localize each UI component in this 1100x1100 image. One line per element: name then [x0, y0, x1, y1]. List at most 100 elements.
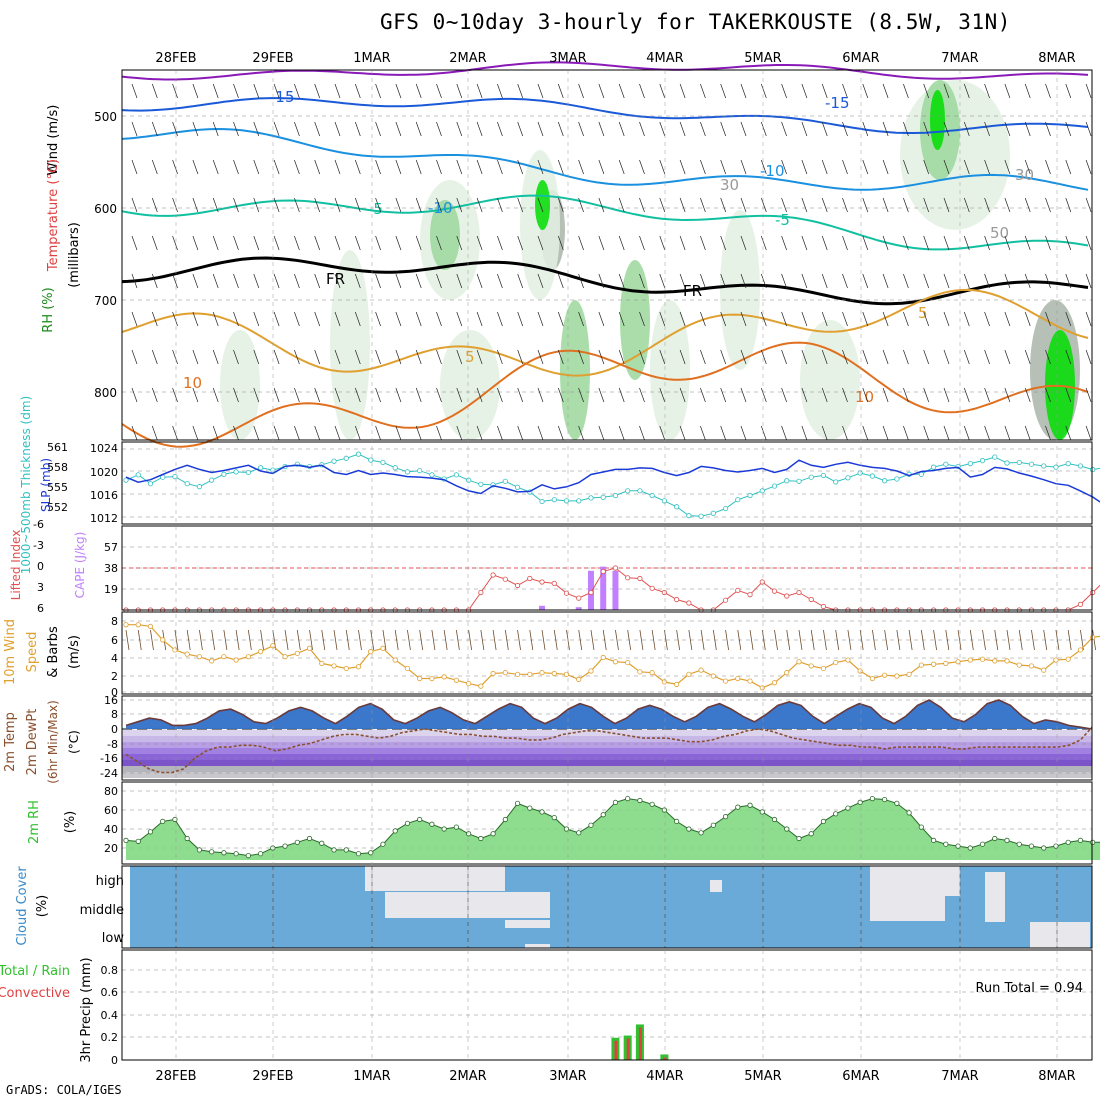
rh2m-point — [135, 838, 141, 844]
wind-barb — [740, 349, 747, 365]
wind-barb — [923, 121, 930, 137]
wind-barb — [862, 235, 869, 251]
wind-barb — [1085, 197, 1092, 213]
wind-speed-point — [233, 657, 239, 663]
rh2m-point — [1016, 841, 1022, 847]
wind-barb — [602, 629, 607, 651]
wind-barb — [578, 311, 584, 327]
wind-barb — [984, 197, 990, 213]
lifted-index-point — [661, 589, 667, 596]
wind-barb — [720, 121, 727, 137]
wind-barb — [598, 159, 605, 175]
wind-barb — [700, 629, 705, 651]
wind-barb — [923, 425, 930, 441]
li-tick-label: 6 — [37, 602, 44, 615]
precip-conv-bar — [614, 1040, 618, 1060]
contour-label: 10 — [183, 374, 202, 392]
wind-barb — [151, 83, 158, 99]
wind-speed-point — [820, 665, 827, 672]
wind-barb — [233, 197, 239, 213]
date-label-bottom: 29FEB — [252, 1069, 293, 1084]
temp-label1: 2m Temp — [3, 712, 18, 772]
thickness-point — [930, 464, 937, 470]
rh-contour-shade — [1045, 330, 1075, 440]
wind-barb — [963, 121, 970, 137]
wind-speed-point — [588, 668, 594, 674]
wind-barb — [801, 121, 808, 137]
wind-barb — [517, 235, 524, 251]
thickness-point — [478, 481, 484, 487]
wind-barb — [1045, 235, 1051, 251]
cape-bar — [600, 566, 607, 610]
temp-contour-minus20 — [121, 61, 1089, 81]
wind-speed-point — [576, 676, 582, 682]
upper-tick-label: 600 — [94, 202, 117, 216]
wind-barb — [923, 235, 930, 251]
tick-label: 0 — [111, 1054, 118, 1067]
wind-barb — [659, 121, 666, 137]
wind-barb — [963, 197, 970, 213]
wind-barb — [294, 273, 300, 289]
wind-barb — [1085, 425, 1092, 441]
wind-barb — [192, 387, 199, 403]
wind-barb — [296, 629, 301, 651]
wind-barb — [529, 629, 534, 651]
wind-barb — [801, 197, 808, 213]
thickness-point — [857, 470, 863, 476]
wind-barb — [882, 273, 889, 289]
wind-barb — [375, 349, 381, 365]
thickness-point — [637, 488, 643, 494]
wind-barb — [192, 159, 199, 175]
wind-barb — [903, 273, 909, 289]
wind-barb — [639, 387, 645, 403]
wind-barb — [172, 349, 178, 365]
tick-label: 0.6 — [101, 986, 119, 999]
wind-barb — [284, 629, 289, 651]
wind-barb — [375, 387, 381, 403]
thickness-point — [551, 497, 557, 503]
rh2m-point — [490, 831, 496, 837]
thickness-point — [404, 469, 411, 475]
wind-barb — [659, 83, 666, 99]
wind-barb — [273, 349, 280, 365]
chart-title: GFS 0~10day 3-hourly for TAKERKOUSTE (8.… — [380, 10, 1011, 34]
wind-barb — [842, 197, 848, 213]
wind-barb — [984, 349, 990, 365]
wind-barb — [882, 235, 889, 251]
wind-barb — [354, 387, 361, 403]
wind-barb — [1018, 629, 1023, 651]
wind-barb — [151, 197, 158, 213]
wind-speed-point — [796, 659, 802, 665]
thickness-point — [1053, 464, 1059, 470]
cloud-level-label: high — [96, 874, 124, 889]
lifted-index-point — [649, 585, 655, 591]
thickness-point — [710, 510, 716, 516]
temp-contour-minus10 — [121, 127, 1089, 191]
rh2m-point — [686, 826, 692, 832]
wind-barb — [842, 273, 848, 289]
li-tick-label: 3 — [37, 581, 44, 594]
wind-barb — [882, 387, 889, 403]
wind-barb — [212, 235, 219, 251]
date-label-bottom: 28FEB — [155, 1069, 196, 1084]
wind-barb — [233, 273, 239, 289]
wind-speed-point — [710, 673, 716, 679]
wind-barb — [712, 629, 717, 651]
wind-barb — [760, 235, 767, 251]
wind-speed-point — [392, 657, 398, 663]
rh2m-point — [233, 851, 239, 857]
wind-barb — [517, 387, 524, 403]
wind-barb — [476, 273, 483, 289]
wind-barb — [821, 121, 828, 137]
wind-barb — [659, 349, 666, 365]
wind-speed-point — [967, 657, 973, 663]
wind-speed-point — [869, 675, 876, 682]
wind-barb — [212, 349, 219, 365]
rh2m-point — [527, 805, 533, 811]
cape-bar — [612, 570, 619, 610]
wind-barb — [618, 83, 625, 99]
wind-barb — [455, 629, 460, 651]
wind-speed-point — [637, 669, 643, 675]
wind-barb — [1065, 349, 1072, 365]
